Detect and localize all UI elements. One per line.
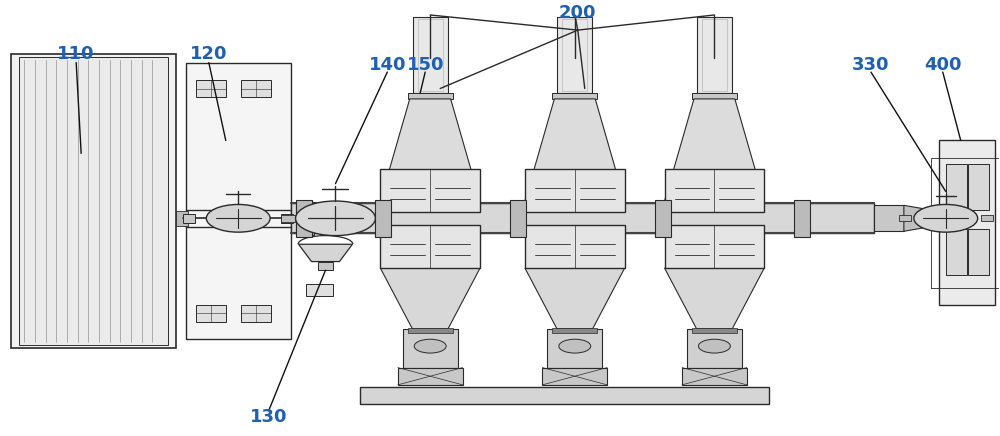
Circle shape [698, 339, 730, 353]
Bar [296, 202, 314, 235]
Bar [525, 169, 625, 212]
Bar [241, 80, 271, 97]
Bar [562, 19, 587, 91]
Polygon shape [299, 244, 352, 262]
Bar [375, 200, 391, 237]
Bar [552, 93, 597, 99]
Circle shape [296, 201, 375, 235]
Polygon shape [525, 268, 625, 329]
Bar [418, 19, 443, 91]
Bar [510, 200, 526, 237]
Bar [981, 215, 993, 221]
Bar [241, 305, 271, 322]
Bar [408, 328, 453, 333]
Bar [11, 54, 176, 348]
Polygon shape [665, 268, 764, 329]
Bar [946, 164, 967, 210]
Bar [968, 164, 989, 210]
Circle shape [559, 339, 591, 353]
Bar [281, 215, 295, 222]
Bar [413, 17, 448, 93]
Bar [939, 140, 995, 305]
Bar [376, 215, 390, 222]
Bar [665, 225, 764, 268]
Bar [525, 225, 625, 268]
Bar [655, 200, 671, 237]
Bar [899, 215, 911, 221]
Bar [380, 169, 480, 212]
Bar [946, 228, 967, 275]
Bar [687, 329, 742, 368]
Text: 200: 200 [559, 4, 597, 22]
Bar [542, 368, 607, 385]
Bar [296, 200, 312, 237]
Text: 330: 330 [852, 56, 890, 74]
Text: 400: 400 [924, 56, 962, 74]
Bar [19, 58, 168, 344]
Circle shape [206, 204, 270, 232]
Bar [557, 17, 592, 93]
Bar [794, 200, 810, 237]
Bar [281, 214, 293, 223]
Bar [183, 214, 195, 223]
Bar [186, 62, 291, 340]
Text: 110: 110 [57, 45, 95, 63]
Text: 140: 140 [369, 56, 406, 74]
Bar [403, 329, 458, 368]
Bar [291, 203, 874, 233]
Polygon shape [525, 99, 625, 201]
Circle shape [914, 204, 978, 232]
Polygon shape [665, 99, 764, 201]
Bar [692, 93, 737, 99]
Circle shape [414, 339, 446, 353]
Bar [196, 80, 226, 97]
Bar [931, 158, 1000, 287]
Bar [702, 19, 727, 91]
Bar [968, 228, 989, 275]
Bar [552, 328, 597, 333]
Bar [874, 205, 904, 231]
Text: 150: 150 [406, 56, 444, 74]
Bar [196, 305, 226, 322]
Polygon shape [380, 268, 480, 329]
Bar [398, 368, 463, 385]
Bar [682, 368, 747, 385]
Text: 120: 120 [190, 45, 228, 63]
Polygon shape [380, 99, 480, 201]
Bar [408, 93, 453, 99]
Bar [665, 169, 764, 212]
Bar [318, 262, 333, 270]
Bar [547, 329, 602, 368]
Text: 130: 130 [250, 408, 287, 426]
Bar [176, 211, 188, 226]
Bar [306, 284, 333, 296]
Polygon shape [904, 205, 929, 231]
Bar [380, 225, 480, 268]
Bar [360, 387, 769, 404]
Bar [697, 17, 732, 93]
Bar [692, 328, 737, 333]
